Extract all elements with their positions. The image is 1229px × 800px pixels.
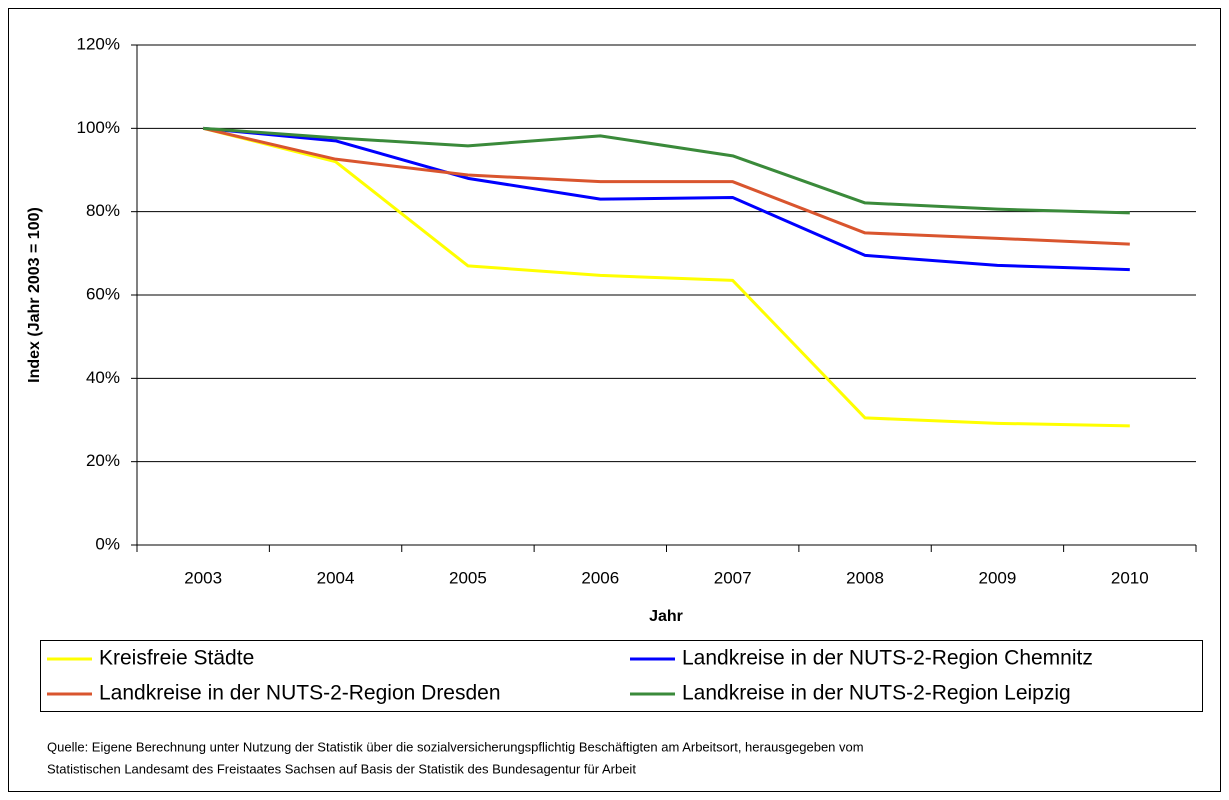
y-tick-label: 80% (86, 201, 120, 220)
y-tick-label: 100% (77, 118, 120, 137)
x-tick-label: 2008 (846, 568, 884, 587)
y-tick-label: 60% (86, 284, 120, 303)
y-tick-label: 20% (86, 451, 120, 470)
legend-label: Landkreise in der NUTS-2-Region Chemnitz (682, 647, 1093, 670)
source-note: Quelle: Eigene Berechnung unter Nutzung … (47, 739, 864, 754)
x-tick-label: 2003 (184, 568, 222, 587)
x-tick-label: 2005 (449, 568, 487, 587)
legend-label: Landkreise in der NUTS-2-Region Dresden (99, 682, 501, 705)
series-line (203, 126, 1130, 215)
legend-box (40, 640, 1203, 712)
y-tick-label: 40% (86, 368, 120, 387)
x-axis-label: Jahr (649, 608, 683, 625)
x-tick-label: 2009 (979, 568, 1017, 587)
x-tick-label: 2007 (714, 568, 752, 587)
legend-label: Kreisfreie Städte (99, 647, 254, 670)
series-line (203, 126, 1130, 272)
y-axis-label: Index (Jahr 2003 = 100) (26, 207, 43, 383)
x-tick-label: 2006 (581, 568, 619, 587)
series-line (202, 126, 1130, 246)
y-tick-label: 120% (77, 34, 120, 53)
x-tick-label: 2010 (1111, 568, 1149, 587)
series-line (202, 126, 1130, 428)
y-tick-label: 0% (95, 534, 120, 553)
x-tick-label: 2004 (317, 568, 355, 587)
legend-label: Landkreise in der NUTS-2-Region Leipzig (682, 682, 1071, 705)
source-note: Statistischen Landesamt des Freistaates … (47, 761, 636, 776)
